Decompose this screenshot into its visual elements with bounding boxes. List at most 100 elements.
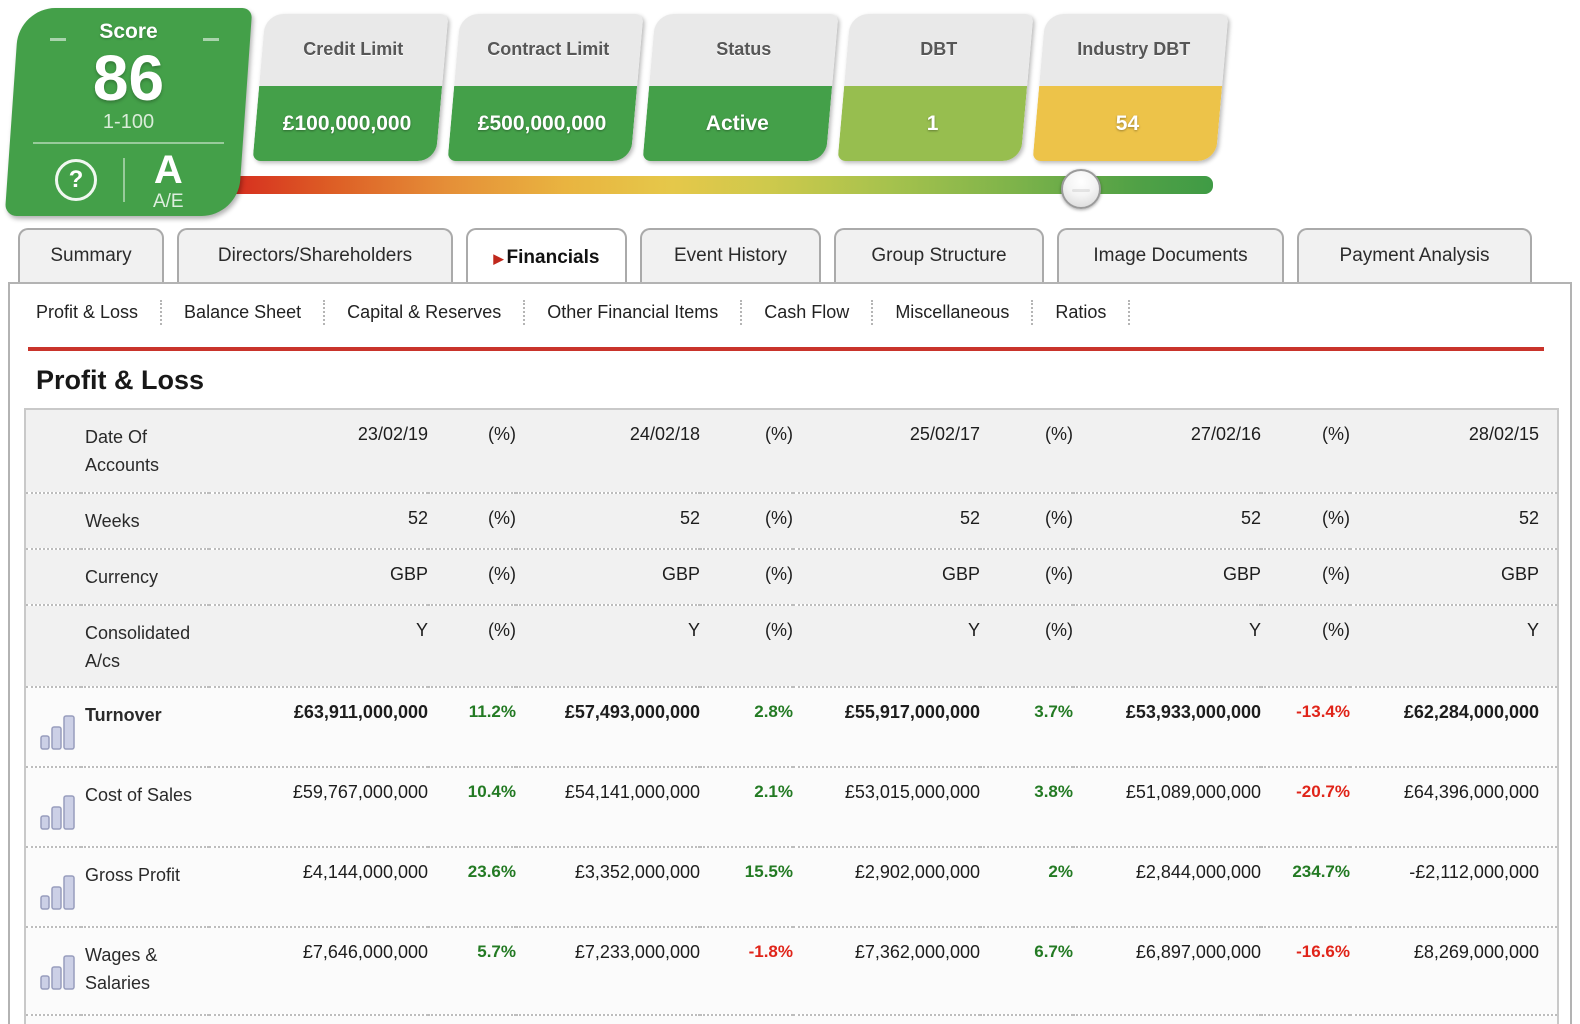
cell-pct: -16.6% (1261, 926, 1350, 1015)
cell-pct: 15.5% (700, 846, 793, 927)
financials-panel: Profit & Loss Balance Sheet Capital & Re… (8, 282, 1572, 1024)
cell-pct: -13.4% (1261, 686, 1350, 767)
tab-financials[interactable]: ▶ Financials (466, 228, 627, 286)
bar-chart-icon[interactable] (38, 952, 76, 992)
table-row-weeks: Weeks 52 (%) 52 (%) 52 (%) 52 (%) 52 (25, 492, 1558, 549)
cell-value: GBP (1350, 548, 1558, 605)
tab-group-structure[interactable]: Group Structure (834, 228, 1044, 282)
banner-value: 1 (926, 111, 939, 135)
row-label: Wages & Salaries (81, 926, 209, 1015)
cell-pct: 2.8% (700, 686, 793, 767)
cell-value: £3,352,000,000 (516, 846, 700, 927)
cell-value: 52 (1350, 492, 1558, 549)
cell-value: GBP (1073, 548, 1261, 605)
subtab-capital-reserves[interactable]: Capital & Reserves (325, 300, 526, 325)
score-slider-handle[interactable] (1061, 169, 1101, 209)
red-divider-rule (28, 347, 1544, 351)
cell-value: £8,269,000,000 (1350, 926, 1558, 1015)
cell-value: £51,089,000,000 (1073, 766, 1261, 847)
table-row-gross-profit: Gross Profit £4,144,000,000 23.6% £3,352… (25, 846, 1558, 927)
subtab-profit-and-loss[interactable]: Profit & Loss (36, 300, 163, 325)
page-title: Profit & Loss (36, 365, 205, 395)
cell-value: £63,911,000,000 (209, 686, 428, 767)
row-label: Cost of Sales (81, 766, 209, 847)
score-gradient-track (232, 176, 1213, 194)
subtab-ratios[interactable]: Ratios (1033, 300, 1131, 325)
banner-title: Credit Limit (303, 39, 404, 60)
cell-value: £62,284,000,000 (1350, 686, 1558, 767)
table-row-currency: Currency GBP (%) GBP (%) GBP (%) GBP (%)… (25, 548, 1558, 605)
subtab-cash-flow[interactable]: Cash Flow (742, 300, 874, 325)
tab-payment-analysis[interactable]: Payment Analysis (1297, 228, 1532, 282)
subtab-balance-sheet[interactable]: Balance Sheet (162, 300, 326, 325)
active-tab-caret-icon: ▶ (493, 250, 504, 266)
cell-value: £2,902,000,000 (793, 846, 980, 927)
cell-pct: 2% (980, 846, 1073, 927)
cell-pct: 6.7% (980, 926, 1073, 1015)
cell-value: (%) (1045, 424, 1073, 444)
row-label: Currency (81, 548, 209, 605)
subtab-miscellaneous[interactable]: Miscellaneous (873, 300, 1034, 325)
cell-value: (%) (1322, 424, 1350, 444)
cell-value: (%) (1261, 492, 1350, 549)
banner-title: DBT (920, 39, 958, 60)
cell-value: Y (516, 604, 700, 687)
banner-title: Contract Limit (487, 39, 610, 60)
help-question-icon[interactable]: ? (54, 159, 97, 201)
bar-chart-icon[interactable] (38, 712, 76, 752)
cell-value: GBP (209, 548, 428, 605)
banner-value: £100,000,000 (283, 111, 412, 135)
row-label: Gross Profit (81, 846, 209, 927)
cell-value: (%) (428, 548, 516, 605)
cell-value: GBP (793, 548, 980, 605)
cell-value: 27/02/16 (1190, 424, 1261, 444)
cell-value: £7,233,000,000 (516, 926, 700, 1015)
cell-value: £57,493,000,000 (516, 686, 700, 767)
score-range: 1-100 (102, 111, 155, 133)
banner-dbt: DBT 1 (837, 14, 1034, 161)
cell-value: (%) (700, 548, 793, 605)
banner-contract-limit: Contract Limit £500,000,000 (447, 14, 644, 161)
cell-value: £6,897,000,000 (1073, 926, 1261, 1015)
profit-loss-table: Date Of Accounts 23/02/19 (%) 24/02/18 (… (24, 408, 1559, 1024)
row-label: Date Of Accounts (85, 427, 160, 475)
cell-pct: -1.8% (700, 926, 793, 1015)
cell-pct: 10.4% (428, 766, 516, 847)
cell-value: £2,844,000,000 (1073, 846, 1261, 927)
cell-value: (%) (980, 492, 1073, 549)
row-label: Consolidated A/cs (81, 604, 209, 687)
score-grade-scale: A/E (152, 190, 184, 212)
cell-value: GBP (516, 548, 700, 605)
banner-title: Industry DBT (1077, 39, 1191, 60)
tab-directors-shareholders[interactable]: Directors/Shareholders (177, 228, 453, 282)
banner-credit-limit: Credit Limit £100,000,000 (252, 14, 449, 161)
bar-chart-icon[interactable] (38, 792, 76, 832)
score-label: Score (99, 20, 158, 43)
cell-value: -£2,112,000,000 (1350, 846, 1558, 927)
table-row-date-of-accounts: Date Of Accounts 23/02/19 (%) 24/02/18 (… (25, 409, 1558, 493)
table-row-consolidated-accounts: Consolidated A/cs Y (%) Y (%) Y (%) Y (%… (25, 604, 1558, 687)
cell-value: (%) (488, 424, 516, 444)
cell-pct: 3.7% (980, 686, 1073, 767)
cell-value: (%) (1261, 548, 1350, 605)
cell-value: £4,144,000,000 (209, 846, 428, 927)
cell-value: (%) (700, 492, 793, 549)
tab-image-documents[interactable]: Image Documents (1057, 228, 1284, 282)
cell-value: £53,015,000,000 (793, 766, 980, 847)
cell-pct: 5.7% (428, 926, 516, 1015)
bar-chart-icon[interactable] (38, 872, 76, 912)
cell-value: Y (1073, 604, 1261, 687)
main-tabs: Summary Directors/Shareholders ▶ Financi… (18, 228, 1532, 286)
cell-value: £55,917,000,000 (793, 686, 980, 767)
tab-summary[interactable]: Summary (18, 228, 164, 282)
tab-event-history[interactable]: Event History (640, 228, 821, 282)
cell-value: (%) (1261, 604, 1350, 687)
table-row-wages-salaries: Wages & Salaries £7,646,000,000 5.7% £7,… (25, 926, 1558, 1015)
cell-value: Y (793, 604, 980, 687)
cell-value: (%) (980, 548, 1073, 605)
cell-value: (%) (980, 604, 1073, 687)
subtab-other-financial-items[interactable]: Other Financial Items (525, 300, 743, 325)
decor-dash-left (50, 38, 66, 41)
score-value: 86 (92, 42, 165, 114)
divider (122, 158, 125, 202)
